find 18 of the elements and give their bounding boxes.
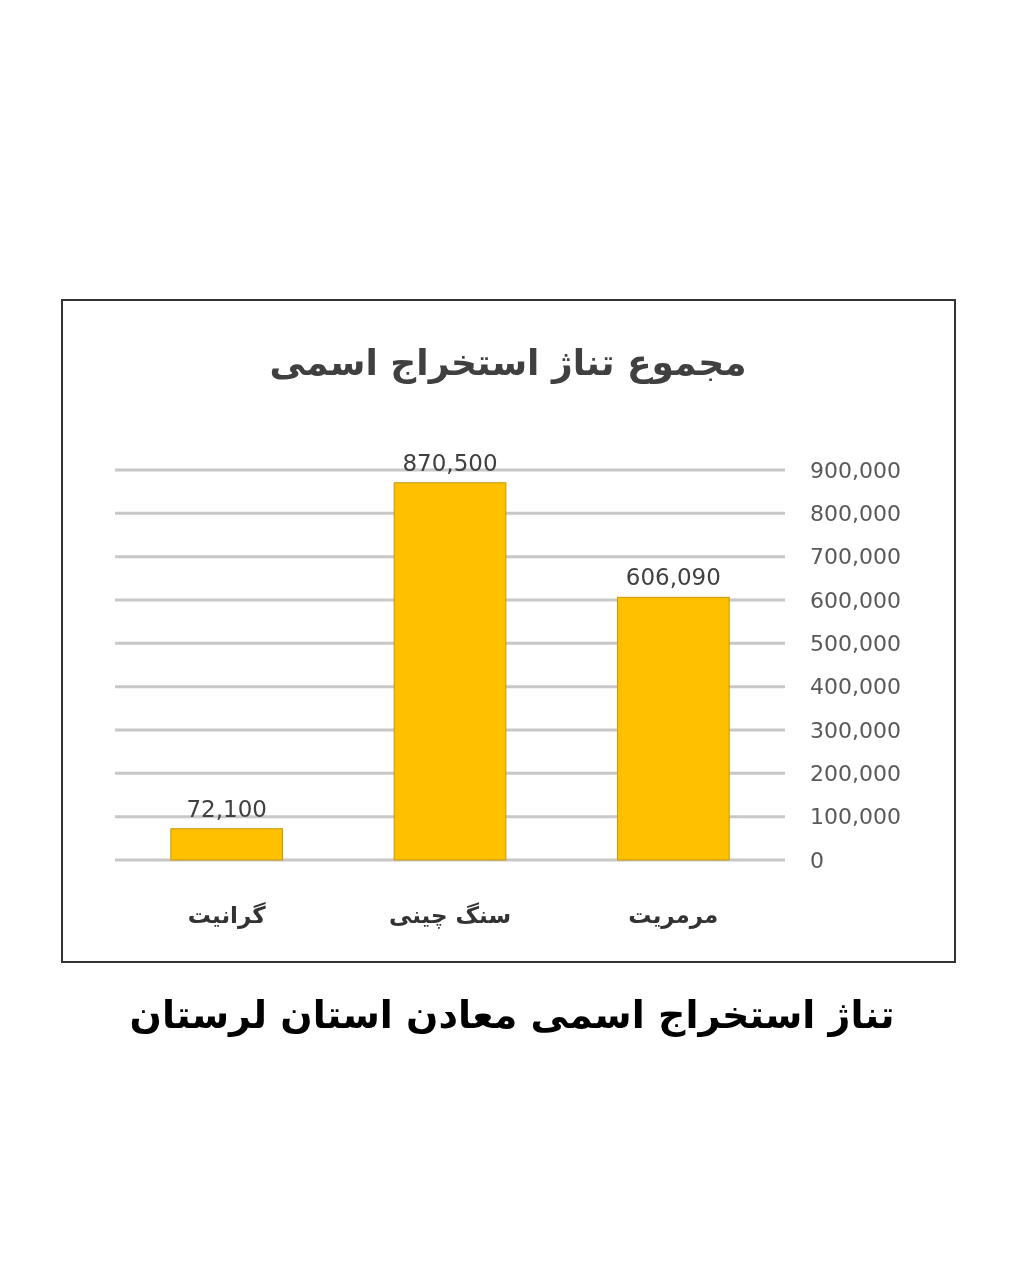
y-tick-label: 900,000 [810, 457, 901, 483]
x-tick-label: سنگ چینی [388, 902, 512, 928]
y-tick-label: 100,000 [810, 804, 901, 830]
data-label: 606,090 [625, 564, 721, 591]
y-tick-label: 300,000 [810, 717, 901, 743]
y-tick-label: 200,000 [810, 760, 901, 786]
y-tick-label: 800,000 [810, 500, 901, 526]
data-label: 870,500 [402, 449, 498, 476]
annotation: تناژ استخراج اسمی معادن استان لرستان [129, 993, 895, 1037]
y-tick-label: 400,000 [810, 674, 901, 700]
title: مجموع تناژ استخراج اسمی [269, 341, 747, 383]
y-tick-label: 500,000 [810, 630, 901, 656]
y-tick-label: 600,000 [810, 587, 901, 613]
x-tick-label: مرمریت [628, 902, 719, 928]
data-label: 72,100 [186, 795, 267, 822]
y-tick-label: 0 [810, 847, 824, 873]
x-tick-label: گرانیت [187, 902, 266, 928]
y-tick-label: 700,000 [810, 544, 901, 570]
